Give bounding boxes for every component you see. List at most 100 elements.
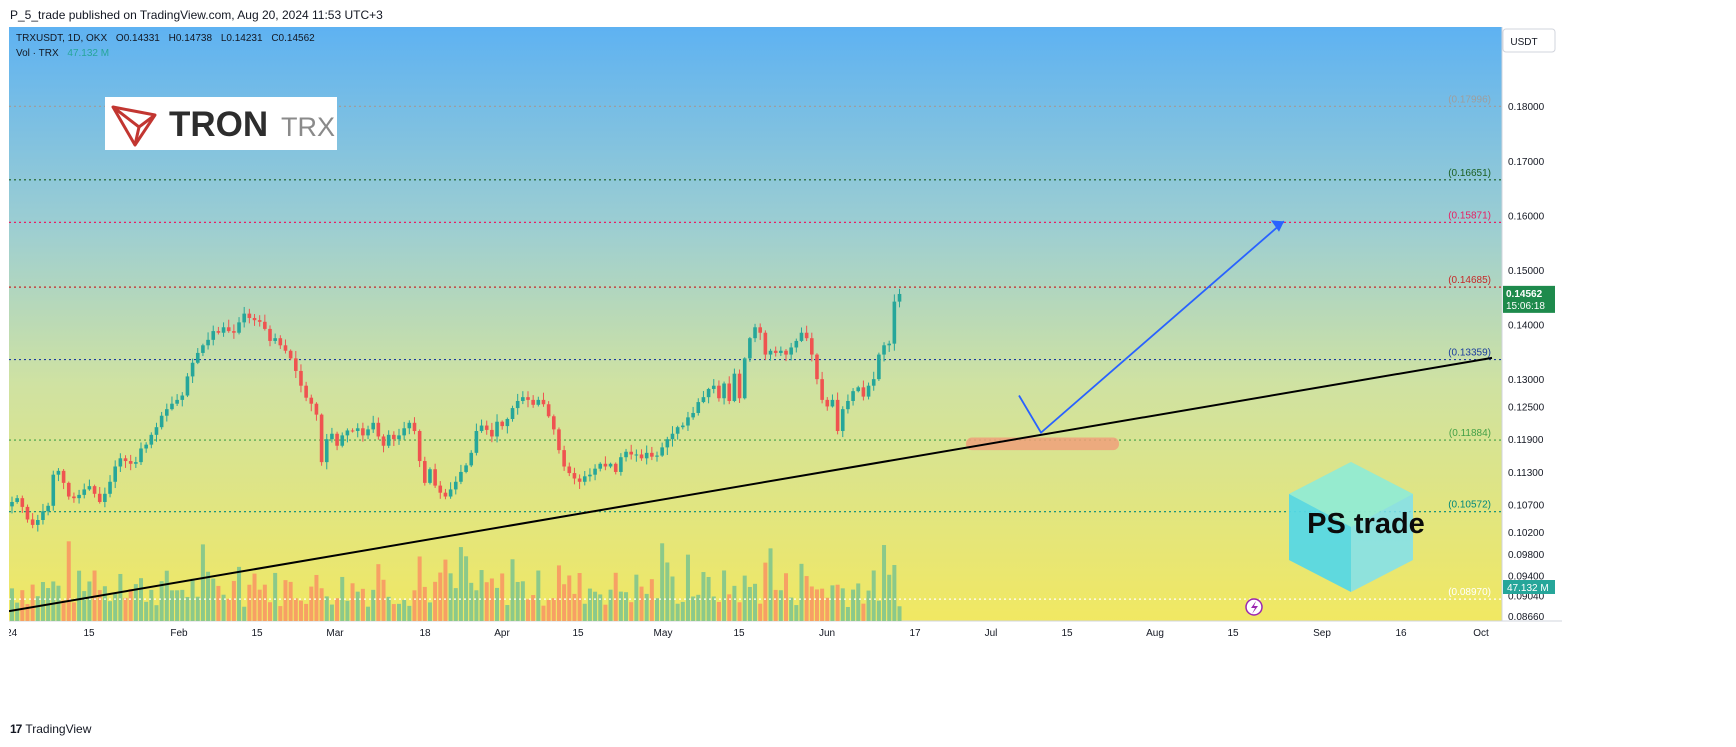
candle: [288, 349, 293, 361]
volume-bar: [314, 574, 319, 621]
price-tick-label: 0.12500: [1508, 402, 1545, 413]
candle: [562, 445, 566, 471]
legend-open-label: O: [116, 33, 124, 44]
candle: [232, 324, 236, 339]
candle: [314, 402, 319, 421]
volume-bar: [820, 588, 825, 621]
legend-close: 0.14562: [279, 33, 316, 44]
candle: [691, 406, 695, 420]
candle: [526, 391, 530, 408]
time-axis[interactable]: [9, 621, 1562, 643]
volume-bar: [133, 584, 138, 621]
candle: [681, 422, 685, 430]
volume-bar: [758, 603, 763, 621]
volume-bar: [15, 602, 20, 621]
volume-bar: [185, 596, 190, 621]
price-axis[interactable]: [1502, 27, 1562, 621]
volume-bar: [598, 594, 603, 621]
volume-bar: [851, 589, 856, 621]
candle: [252, 313, 257, 326]
candle: [830, 394, 835, 408]
time-tick-label: Feb: [170, 628, 188, 639]
currency-button[interactable]: USDT: [1502, 28, 1556, 53]
level-label: (0.16651): [1448, 168, 1491, 179]
candle: [402, 421, 406, 440]
volume-bar: [61, 600, 66, 621]
candle: [412, 417, 417, 435]
candle: [484, 420, 489, 435]
projection-arrow-head: [1271, 220, 1284, 232]
drawings: [9, 220, 1493, 613]
candle: [619, 453, 623, 476]
candle: [541, 392, 546, 407]
candle: [87, 479, 92, 491]
candle: [794, 338, 799, 353]
volume-bar: [169, 590, 174, 621]
volume-bar: [237, 566, 242, 621]
volume-bar: [520, 581, 525, 621]
volume-bar: [381, 579, 386, 621]
volume-bar: [562, 584, 567, 621]
candle: [278, 335, 283, 349]
candle: [134, 456, 138, 468]
volume-bar: [149, 589, 154, 621]
candle: [257, 315, 262, 327]
candle: [613, 462, 618, 475]
candle: [531, 395, 535, 408]
volume-bar: [144, 601, 149, 621]
volume-bar: [526, 599, 530, 621]
volume-bar: [706, 576, 711, 621]
time-tick-label: 17: [909, 628, 921, 639]
volume-bar: [71, 602, 76, 621]
volume-bar: [417, 556, 422, 621]
candle: [324, 433, 329, 470]
candle: [180, 392, 185, 407]
tradingview-logo[interactable]: 17 TradingView: [10, 722, 91, 736]
lightning-icon[interactable]: [1245, 598, 1263, 616]
volume-bar: [871, 570, 876, 621]
legend-volume-label: Vol · TRX: [16, 48, 59, 59]
volume-bar: [458, 547, 463, 621]
candle: [386, 430, 391, 449]
volume-bar: [861, 603, 866, 621]
candle: [810, 332, 814, 362]
candle: [392, 431, 396, 447]
candle: [417, 429, 422, 468]
candle: [634, 449, 639, 462]
price-tick-label: 0.16000: [1508, 211, 1545, 222]
volume-bar: [556, 565, 561, 621]
time-tick-label: Apr: [494, 628, 510, 639]
trendline: [9, 356, 1493, 613]
volume-bar: [618, 591, 623, 621]
time-tick-label: Oct: [1473, 628, 1489, 639]
volume-bar: [40, 582, 45, 621]
legend-volume-value: 47.132 M: [67, 48, 109, 59]
candle: [77, 489, 81, 504]
volume-bar: [479, 570, 484, 621]
volume-bar: [200, 544, 205, 621]
volume-bar: [484, 582, 489, 621]
volume-bar: [675, 603, 680, 621]
candle: [190, 358, 195, 383]
candle: [350, 428, 355, 433]
candle: [825, 397, 830, 411]
legend-symbol: TRXUSDT, 1D, OKX: [16, 33, 107, 44]
volume-bar: [66, 541, 71, 621]
time-tick-label: Jul: [985, 628, 998, 639]
volume-bar: [577, 573, 582, 621]
time-tick-label: 15: [733, 628, 745, 639]
volume-bar: [768, 548, 773, 621]
volume-bar: [30, 584, 35, 621]
volume-bar: [82, 591, 87, 621]
tron-logo-word: TRON: [169, 105, 268, 144]
candle: [588, 468, 592, 482]
volume-bar: [804, 576, 809, 621]
candle: [660, 442, 664, 457]
candle: [211, 325, 216, 346]
candle: [366, 425, 370, 440]
candle: [108, 475, 112, 498]
volume-marker: 47.132 M: [1503, 580, 1555, 594]
candle: [717, 380, 721, 402]
candle: [500, 420, 504, 430]
candle: [882, 342, 886, 362]
